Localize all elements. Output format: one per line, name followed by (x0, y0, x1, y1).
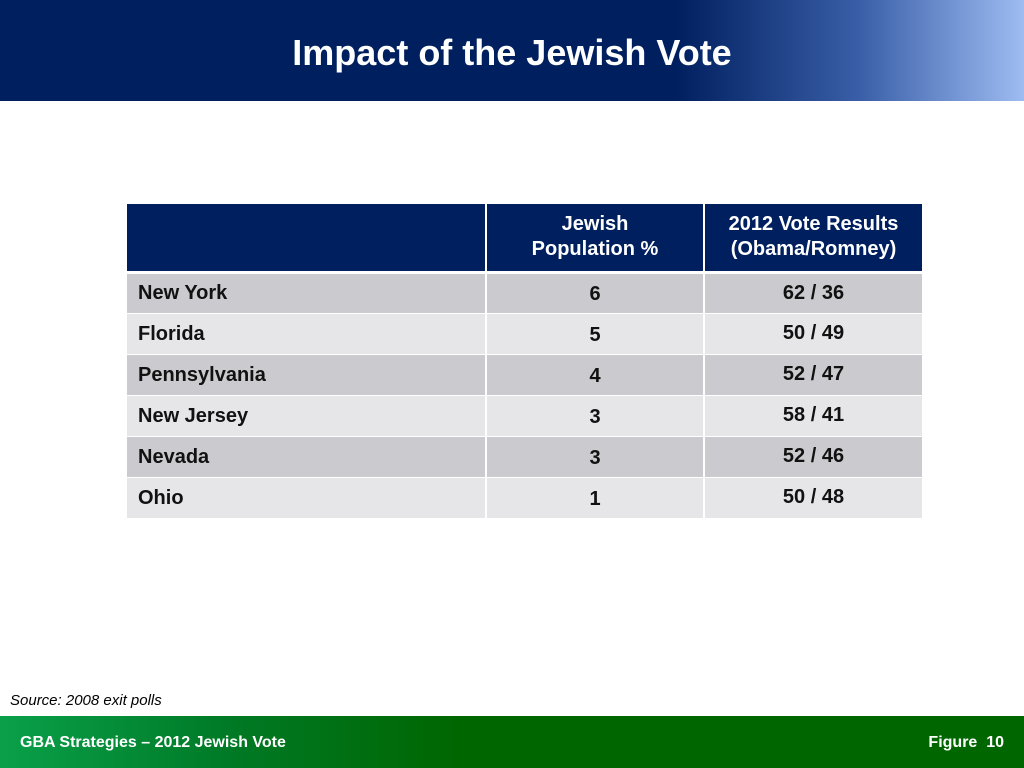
vote-table: Jewish Population % 2012 Vote Results (Oba… (127, 204, 922, 519)
population-cell: 4 (486, 354, 705, 396)
table-row: Florida 5 50 / 49 (127, 313, 922, 355)
results-cell: 50 / 48 (704, 477, 922, 519)
state-cell: Florida (127, 313, 487, 355)
header-state (127, 204, 487, 274)
footer-bar: GBA Strategies – 2012 Jewish Vote Figure… (0, 716, 1024, 768)
population-cell: 1 (486, 477, 705, 519)
title-banner (0, 0, 1024, 101)
header-results: 2012 Vote Results (Obama/Romney) (704, 204, 922, 274)
population-cell: 5 (486, 313, 705, 355)
figure-number-value: 10 (986, 734, 1004, 751)
results-cell: 52 / 46 (704, 436, 922, 478)
slide-title: Impact of the Jewish Vote (292, 32, 732, 73)
state-cell: New York (127, 272, 487, 314)
state-cell: Ohio (127, 477, 487, 519)
figure-number: Figure 10 (928, 734, 1004, 752)
state-cell: Pennsylvania (127, 354, 487, 396)
header-results-line2: (Obama/Romney) (730, 238, 897, 261)
table-row: New York 6 62 / 36 (127, 272, 922, 314)
results-cell: 62 / 36 (704, 272, 922, 314)
header-results-line1: 2012 Vote Results (728, 213, 899, 236)
table-row: Ohio 1 50 / 48 (127, 477, 922, 519)
state-cell: Nevada (127, 436, 487, 478)
table-header-row: Jewish Population % 2012 Vote Results (Oba… (127, 204, 922, 274)
state-cell: New Jersey (127, 395, 487, 437)
results-cell: 50 / 49 (704, 313, 922, 355)
source-note: Source: 2008 exit polls (10, 692, 162, 709)
footer-caption: GBA Strategies – 2012 Jewish Vote (20, 734, 286, 751)
population-cell: 3 (486, 395, 705, 437)
population-cell: 6 (486, 272, 705, 314)
table-row: Pennsylvania 4 52 / 47 (127, 354, 922, 396)
table-row: Nevada 3 52 / 46 (127, 436, 922, 478)
results-cell: 58 / 41 (704, 395, 922, 437)
header-population-line1: Jewish (561, 213, 629, 236)
header-population-line2: Population % (531, 238, 659, 261)
table-row: New Jersey 3 58 / 41 (127, 395, 922, 437)
results-cell: 52 / 47 (704, 354, 922, 396)
figure-label: Figure (928, 734, 978, 751)
header-population: Jewish Population % (486, 204, 705, 274)
population-cell: 3 (486, 436, 705, 478)
